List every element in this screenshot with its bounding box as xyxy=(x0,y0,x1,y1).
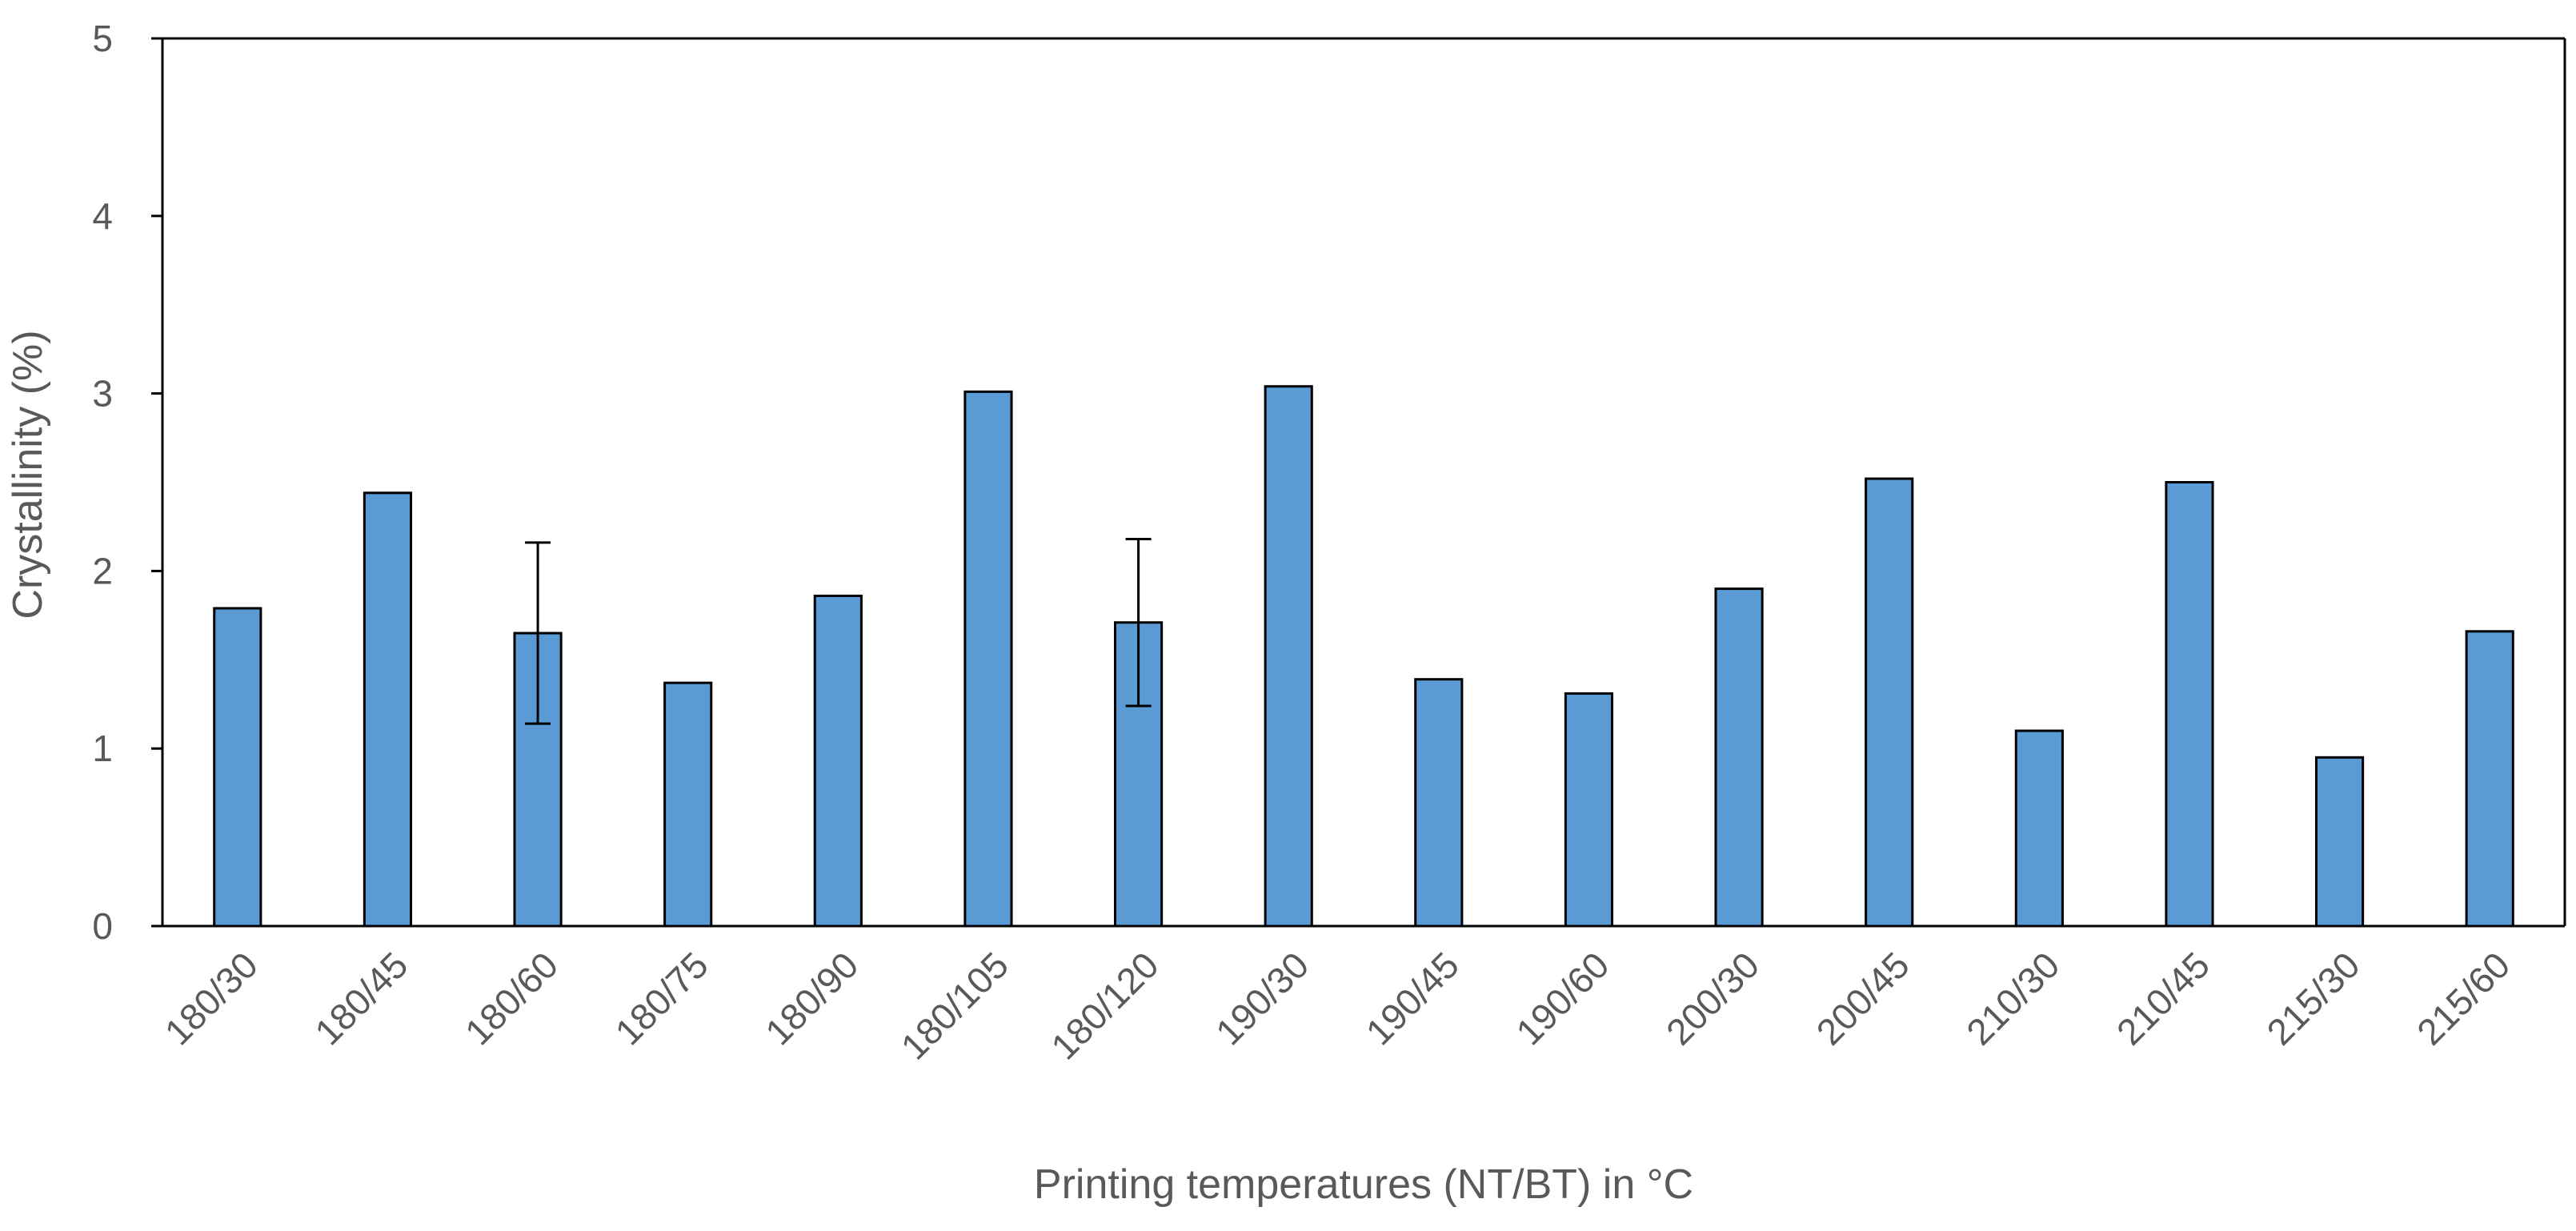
y-axis-ticks: 0 1 2 3 4 5 xyxy=(92,18,162,947)
bar-190-45 xyxy=(1414,678,1464,928)
bar-180-90 xyxy=(813,594,863,928)
x-tick-label: 200/30 xyxy=(1658,944,1767,1053)
x-axis-title: Printing temperatures (NT/BT) in °C xyxy=(1034,1161,1693,1208)
x-tick-label: 180/45 xyxy=(306,944,415,1053)
bar-200-30 xyxy=(1714,587,1764,928)
bar-180-45 xyxy=(363,491,413,928)
x-axis-ticks: 180/30 180/45 180/60 180/75 180/90 180/105 180… xyxy=(157,944,2518,1067)
bar-210-30 xyxy=(2014,729,2064,928)
error-bar-180-120 xyxy=(1125,537,1152,708)
x-tick-label: 180/30 xyxy=(157,944,266,1053)
x-tick-label: 215/60 xyxy=(2409,944,2518,1053)
bars-group xyxy=(213,385,2514,928)
bar-180-75 xyxy=(663,681,713,928)
bar-210-45 xyxy=(2165,481,2214,928)
x-tick-label: 180/105 xyxy=(893,944,1016,1067)
x-tick-label: 190/30 xyxy=(1208,944,1316,1053)
bar-215-30 xyxy=(2314,756,2365,928)
y-tick-label: 3 xyxy=(92,373,113,415)
y-tick-label: 5 xyxy=(92,18,113,59)
y-tick-label: 1 xyxy=(92,728,113,769)
x-tick-label: 190/45 xyxy=(1358,944,1467,1053)
x-tick-label: 180/75 xyxy=(607,944,715,1053)
bar-200-45 xyxy=(1865,477,1914,928)
x-tick-label: 210/30 xyxy=(1958,944,2067,1053)
bar-190-30 xyxy=(1264,385,1313,928)
x-tick-label: 180/120 xyxy=(1043,944,1166,1067)
bar-180-30 xyxy=(213,607,262,928)
axes-group xyxy=(161,37,2566,928)
error-bar-180-60 xyxy=(525,541,551,725)
x-tick-label: 215/30 xyxy=(2258,944,2367,1053)
y-tick-label: 0 xyxy=(92,905,113,947)
x-tick-label: 180/60 xyxy=(457,944,566,1053)
y-tick-label: 2 xyxy=(92,550,113,591)
x-tick-label: 190/60 xyxy=(1508,944,1617,1053)
x-tick-label: 210/45 xyxy=(2109,944,2217,1053)
x-tick-label: 200/45 xyxy=(1808,944,1917,1053)
bar-215-60 xyxy=(2465,630,2514,928)
bar-190-60 xyxy=(1564,692,1614,928)
error-bars-group xyxy=(525,537,1152,725)
x-tick-label: 180/90 xyxy=(757,944,866,1053)
y-tick-label: 4 xyxy=(92,195,113,237)
bar-180-105 xyxy=(963,390,1013,928)
y-axis-title: Crystallinity (%) xyxy=(5,330,51,619)
